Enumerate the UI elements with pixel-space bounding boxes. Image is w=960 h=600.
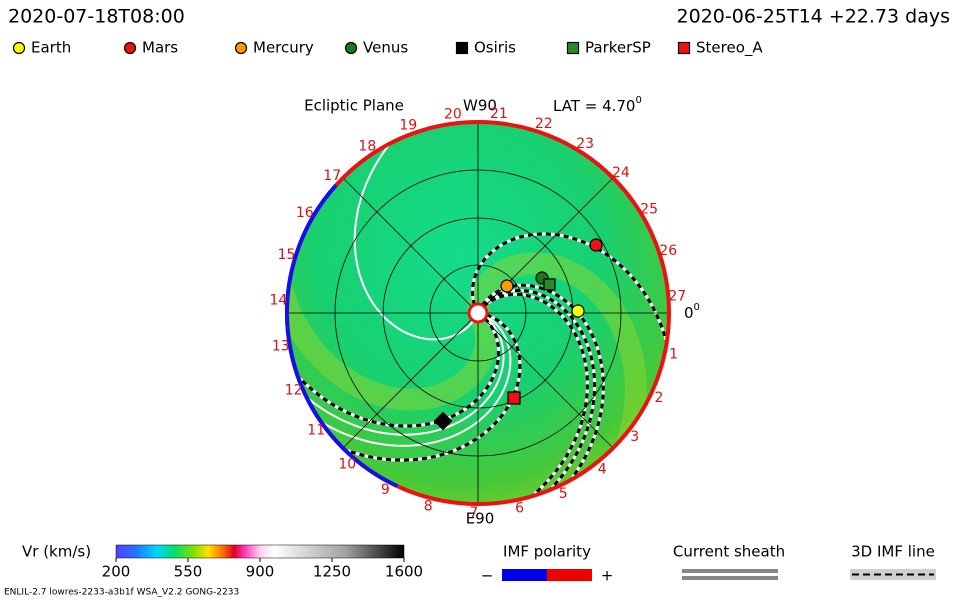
imf-line xyxy=(288,311,501,428)
legend-label: Mars xyxy=(142,39,178,57)
parker-sp xyxy=(543,278,556,291)
sector-label: 25 xyxy=(640,201,658,217)
legend-label: Osiris xyxy=(474,39,516,57)
sector-label: 20 xyxy=(444,107,462,123)
top-label: W90 xyxy=(463,97,497,115)
current-sheath xyxy=(293,312,505,436)
time-right: 2020-06-25T14 +22.73 days xyxy=(677,6,950,28)
right-text: 0 xyxy=(684,304,694,322)
imf-negative xyxy=(502,569,547,581)
footer: ENLIL-2.7 lowres-2233-a3b1f WSA_V2.2 GON… xyxy=(4,588,239,598)
imf-title: IMF polarity xyxy=(503,543,591,561)
stereo-a xyxy=(507,391,521,405)
legend-marker xyxy=(344,41,358,55)
colorbar xyxy=(115,544,405,559)
legend-marker xyxy=(455,41,469,55)
sector-label: 8 xyxy=(424,499,433,515)
sector-label: 3 xyxy=(630,429,639,445)
imf-line xyxy=(327,311,522,462)
legend-label: Venus xyxy=(363,39,408,57)
wind-band xyxy=(288,284,498,411)
sector-label: 21 xyxy=(490,106,508,122)
sector-label: 1 xyxy=(669,347,678,363)
legend-label: Stereo_A xyxy=(696,39,763,58)
bottom-label: E90 xyxy=(466,510,495,528)
sector-label: 4 xyxy=(598,462,607,478)
sector-label: 13 xyxy=(272,338,290,354)
sector-label: 17 xyxy=(323,168,341,184)
imf-plus: + xyxy=(601,567,614,585)
sector-label: 5 xyxy=(559,486,568,502)
wind-band xyxy=(467,252,647,447)
right-label: 00 xyxy=(684,302,700,322)
plot-title: Ecliptic Plane xyxy=(304,97,404,115)
negative-polarity-arc xyxy=(285,183,399,488)
earth xyxy=(571,304,585,318)
current-sheath-label: Current sheath xyxy=(673,543,785,561)
lat-label: LAT = 4.700 xyxy=(553,95,642,115)
current-sheath-swatch xyxy=(682,569,778,573)
field-lines xyxy=(288,129,668,503)
sector-label: 27 xyxy=(668,288,686,304)
mars xyxy=(589,238,603,252)
legend-marker xyxy=(234,41,248,55)
colorbar-label: Vr (km/s) xyxy=(22,543,91,561)
legend-marker xyxy=(566,41,580,55)
imf-line xyxy=(476,292,589,503)
sector-label: 23 xyxy=(576,136,594,152)
sector-label: 14 xyxy=(269,292,287,308)
colorbar-tick-label: 200 xyxy=(102,563,131,581)
sector-label: 12 xyxy=(285,383,303,399)
legend-label: Mercury xyxy=(253,39,314,57)
sector-label: 24 xyxy=(612,165,630,181)
imf-line-label: 3D IMF line xyxy=(851,543,935,561)
sector-label: 22 xyxy=(535,116,553,132)
imf-line xyxy=(476,289,597,503)
colorbar-ticks: 200 550 900 1250 1600 xyxy=(102,558,423,581)
legend-marker xyxy=(12,41,26,55)
sun xyxy=(467,302,489,324)
current-sheath-swatch xyxy=(682,576,778,580)
sector-label: 7 xyxy=(469,505,478,521)
legend-marker xyxy=(123,41,137,55)
sector-label: 15 xyxy=(278,247,296,263)
sector-label: 11 xyxy=(307,423,325,439)
sector-label: 6 xyxy=(515,501,524,517)
right-unit: 0 xyxy=(694,302,700,313)
sector-label: 2 xyxy=(655,390,664,406)
sector-label: 26 xyxy=(659,243,677,259)
sector-label: 9 xyxy=(381,482,390,498)
bodies xyxy=(433,238,603,431)
colorbar-tick-label: 1600 xyxy=(385,563,423,581)
legend: Earth Mars Mercury Venus Osiris ParkerSP Stere… xyxy=(12,39,763,58)
current-sheath xyxy=(353,129,479,341)
imf-minus: − xyxy=(481,567,494,585)
sector-label: 19 xyxy=(399,118,417,134)
current-sheath xyxy=(306,312,512,447)
sector-label: 10 xyxy=(338,456,356,472)
colorbar-tick-label: 550 xyxy=(174,563,203,581)
mercury xyxy=(500,279,514,293)
colorbar-tick-label: 1250 xyxy=(313,563,351,581)
lat-unit: 0 xyxy=(635,95,641,106)
sector-label: 16 xyxy=(296,205,314,221)
imf-line-band xyxy=(850,569,936,580)
sector-label: 18 xyxy=(358,138,376,154)
time-left: 2020-07-18T08:00 xyxy=(8,6,185,28)
legend-marker xyxy=(677,41,691,55)
colorbar-tick-label: 900 xyxy=(246,563,275,581)
imf-line xyxy=(470,232,668,360)
lat-text: LAT = 4.70 xyxy=(553,97,635,115)
imf-positive xyxy=(547,569,592,581)
legend-label: Earth xyxy=(31,39,71,57)
legend-label: ParkerSP xyxy=(585,39,651,57)
osiris xyxy=(433,411,453,431)
